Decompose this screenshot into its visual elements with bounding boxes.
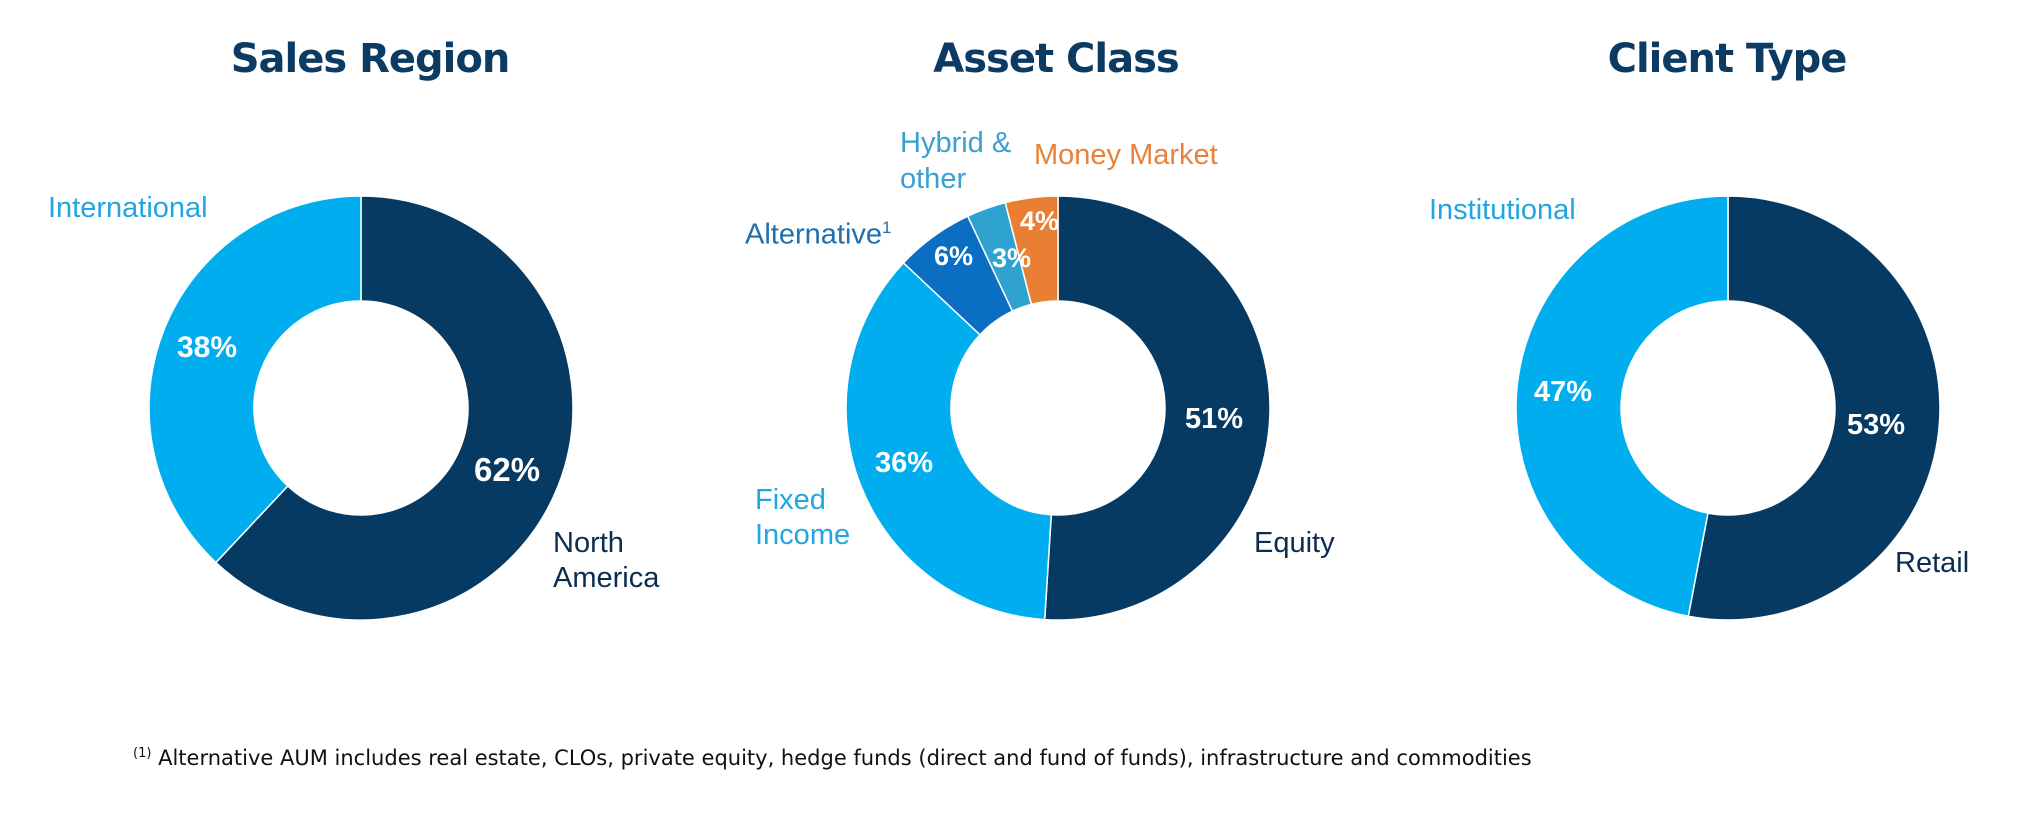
label-alternative-text: Alternative bbox=[745, 218, 883, 251]
data-label-institutional: 47% bbox=[1534, 376, 1593, 408]
data-label-money-market: 4% bbox=[1020, 206, 1060, 236]
label-fixed-income-line1: Fixed bbox=[755, 484, 826, 516]
chart-title-sales-region: Sales Region bbox=[230, 36, 511, 82]
data-label-alternative: 6% bbox=[934, 241, 974, 271]
label-institutional: Institutional bbox=[1429, 194, 1576, 226]
label-alternative-marker: 1 bbox=[882, 218, 892, 237]
data-label-north-america: 62% bbox=[474, 451, 541, 488]
data-label-international: 38% bbox=[177, 331, 238, 364]
footnote: (1) Alternative AUM includes real estate… bbox=[133, 746, 1532, 770]
donut-slice-sales-region-north-america bbox=[214, 195, 574, 621]
data-label-hybrid: 3% bbox=[992, 243, 1032, 273]
data-label-equity: 51% bbox=[1185, 403, 1244, 435]
label-fixed-income-line2: Income bbox=[755, 519, 851, 551]
donut-slice-asset-class-fixed-income bbox=[845, 261, 1053, 621]
label-hybrid-line1: Hybrid & bbox=[900, 127, 1012, 159]
donut-slice-sales-region-international bbox=[148, 195, 362, 564]
label-hybrid-line2: other bbox=[900, 163, 967, 195]
data-label-retail: 53% bbox=[1847, 409, 1906, 441]
label-alternative: Alternative1 bbox=[745, 210, 891, 253]
label-international: International bbox=[48, 192, 208, 224]
label-retail: Retail bbox=[1895, 547, 1970, 579]
chart-title-client-type: Client Type bbox=[1607, 36, 1848, 82]
footnote-marker: (1) bbox=[133, 746, 152, 761]
label-equity: Equity bbox=[1254, 527, 1335, 559]
donut-slice-asset-class-money-market bbox=[1004, 195, 1059, 306]
label-north-america-line2: America bbox=[553, 562, 660, 594]
donut-slice-client-type-retail bbox=[1687, 195, 1941, 621]
chart-title-asset-class: Asset Class bbox=[933, 36, 1179, 82]
donut-slice-client-type-institutional bbox=[1515, 195, 1729, 618]
footnote-text: Alternative AUM includes real estate, CL… bbox=[158, 746, 1532, 770]
label-north-america-line1: North bbox=[553, 527, 624, 559]
donut-slice-asset-class-equity bbox=[1043, 195, 1271, 621]
data-label-fixed-income: 36% bbox=[875, 447, 934, 479]
label-money-market: Money Market bbox=[1034, 139, 1218, 171]
